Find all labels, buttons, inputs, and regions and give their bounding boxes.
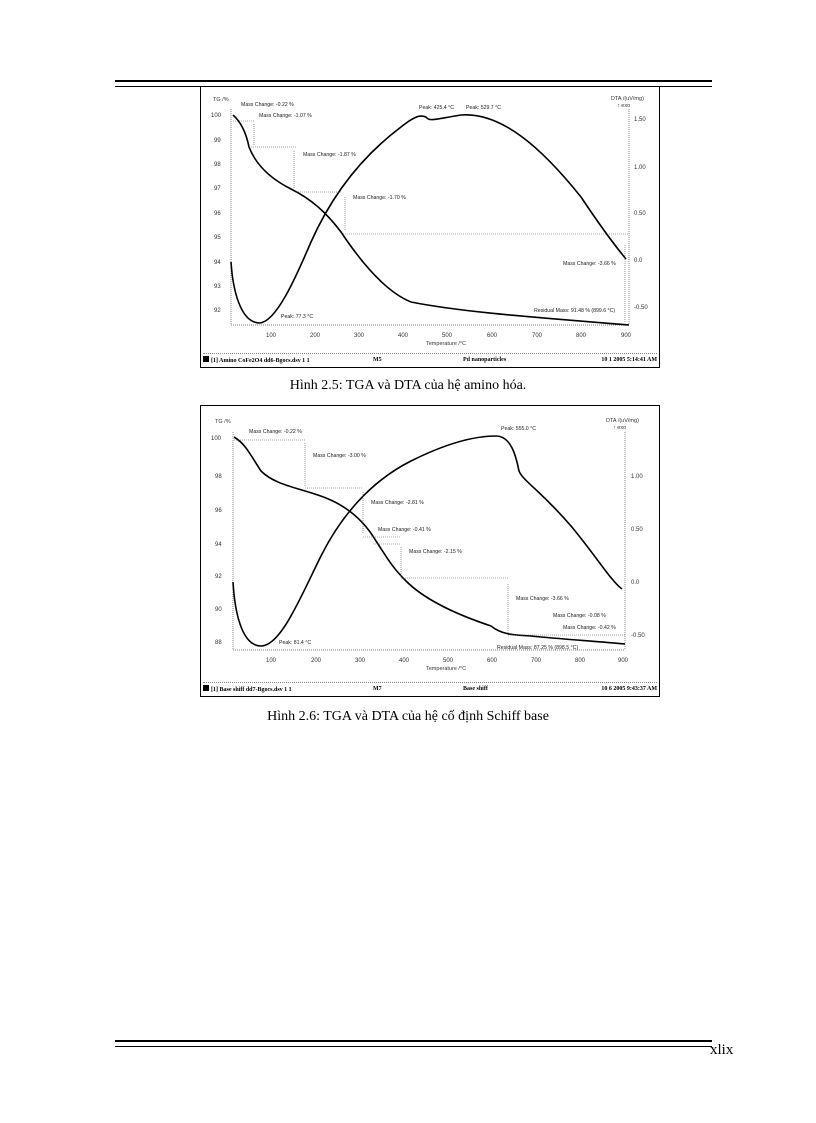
annotation-peak-2: Peak: 425.4 °C <box>419 105 454 111</box>
annotation-mass-change-3: Mass Change: -2.81 % <box>371 500 424 506</box>
figure-caption-2: Hình 2.6: TGA và DTA của hệ cố định Schi… <box>267 709 549 724</box>
svg-text:95: 95 <box>214 235 221 241</box>
svg-text:700: 700 <box>532 333 543 339</box>
svg-text:0.50: 0.50 <box>634 211 646 217</box>
svg-text:700: 700 <box>531 658 542 664</box>
statusbar-sample: Pd nanoparticles <box>463 356 507 363</box>
svg-text:100: 100 <box>211 436 222 442</box>
svg-text:96: 96 <box>215 508 222 514</box>
svg-text:100: 100 <box>211 113 222 119</box>
chart-schiff-base: 100 98 96 94 92 90 88 TG /% 1.00 0.50 0.0 -0.5… <box>211 418 645 672</box>
svg-text:99: 99 <box>214 138 221 144</box>
svg-text:96: 96 <box>214 211 221 217</box>
svg-text:300: 300 <box>355 658 366 664</box>
svg-text:100: 100 <box>266 658 277 664</box>
statusbar-file: [1] Base shiff dd7-Bgocs.dsv 1 1 <box>211 686 292 693</box>
svg-text:0.50: 0.50 <box>631 527 643 533</box>
statusbar-date: 10 1 2005 5:14:41 AM <box>601 356 657 363</box>
annotation-mass-change-5: Mass Change: -3.66 % <box>563 261 616 267</box>
svg-text:200: 200 <box>311 658 322 664</box>
svg-text:93: 93 <box>214 284 221 290</box>
statusbar-file: [1] Amino CoFe2O4 dd6-Bgocs.dsv 1 1 <box>211 357 310 364</box>
svg-text:200: 200 <box>310 333 321 339</box>
svg-text:900: 900 <box>621 333 632 339</box>
chart-amino: 100 99 98 97 96 95 94 93 92 TG /% 1.50 1.00 0.50… <box>211 96 648 347</box>
svg-text:400: 400 <box>399 658 410 664</box>
annotation-mass-change-2: Mass Change: -1.07 % <box>259 113 312 119</box>
annotation-mass-change-2: Mass Change: -3.00 % <box>313 453 366 459</box>
series-marker-icon <box>203 355 209 362</box>
annotation-mass-change-4: Mass Change: -1.70 % <box>353 195 406 201</box>
annotation-residual-mass: Residual Mass: 91.48 % (899.6 °C) <box>534 308 615 314</box>
svg-text:98: 98 <box>214 162 221 168</box>
series-marker-icon <box>203 684 209 691</box>
svg-text:88: 88 <box>215 640 222 646</box>
svg-text:800: 800 <box>576 333 587 339</box>
annotation-peak-1: Peak: 81.4 °C <box>279 640 311 646</box>
annotation-mass-change-6: Mass Change: -3.66 % <box>516 596 569 602</box>
statusbar-id: M7 <box>373 685 382 692</box>
figure-tga-dta-amino: 100 99 98 97 96 95 94 93 92 TG /% 1.50 1.00 0.50… <box>200 86 660 368</box>
svg-text:1.00: 1.00 <box>634 165 646 171</box>
x-axis-label: Temperature /°C <box>426 341 466 347</box>
right-axis-label: DTA /(uV/mg) <box>606 418 639 424</box>
statusbar-sample: Base shiff <box>463 685 488 692</box>
svg-text:92: 92 <box>214 308 221 314</box>
annotation-mass-change-7: Mass Change: -0.08 % <box>553 613 606 619</box>
statusbar: [1] Base shiff dd7-Bgocs.dsv 1 1 M7 Base… <box>203 682 657 694</box>
page-number: xlix <box>710 1042 734 1058</box>
svg-text:94: 94 <box>214 260 221 266</box>
annotation-mass-change-4: Mass Change: -0.41 % <box>378 527 431 533</box>
left-axis-label: TG /% <box>215 419 231 425</box>
svg-text:94: 94 <box>215 542 222 548</box>
svg-text:900: 900 <box>618 658 629 664</box>
svg-text:90: 90 <box>215 607 222 613</box>
svg-text:1.00: 1.00 <box>631 474 643 480</box>
svg-text:-0.50: -0.50 <box>634 305 648 311</box>
svg-text:97: 97 <box>214 186 221 192</box>
svg-text:600: 600 <box>487 658 498 664</box>
annotation-residual-mass: Residual Mass: 87.25 % (898.5 °C) <box>497 645 578 651</box>
annotation-mass-change-8: Mass Change: -0.42 % <box>563 625 616 631</box>
svg-text:500: 500 <box>443 658 454 664</box>
svg-text:600: 600 <box>487 333 498 339</box>
figure-caption-1: Hình 2.5: TGA và DTA của hệ amino hóa. <box>289 378 527 393</box>
svg-text:800: 800 <box>575 658 586 664</box>
statusbar-id: M5 <box>373 356 382 363</box>
annotation-peak-1: Peak: 77.3 °C <box>281 314 313 320</box>
figure-tga-dta-schiff-base: 100 98 96 94 92 90 88 TG /% 1.00 0.50 0.0 -0.5… <box>200 405 660 697</box>
annotation-mass-change-1: Mass Change: -0.22 % <box>249 429 302 435</box>
x-axis-label: Temperature /°C <box>426 666 466 672</box>
svg-text:400: 400 <box>398 333 409 339</box>
svg-text:↑ exo: ↑ exo <box>617 103 630 109</box>
footer-rule <box>115 1040 712 1047</box>
statusbar: [1] Amino CoFe2O4 dd6-Bgocs.dsv 1 1 M5 P… <box>203 353 657 365</box>
right-axis-label: DTA /(uV/mg) <box>611 96 644 102</box>
svg-text:300: 300 <box>354 333 365 339</box>
svg-text:500: 500 <box>442 333 453 339</box>
svg-text:1.50: 1.50 <box>634 117 646 123</box>
annotation-mass-change-3: Mass Change: -1.87 % <box>303 152 356 158</box>
svg-text:98: 98 <box>215 474 222 480</box>
svg-text:100: 100 <box>266 333 277 339</box>
annotation-peak-2: Peak: 555.0 °C <box>501 426 536 432</box>
svg-text:92: 92 <box>215 574 222 580</box>
annotation-peak-3: Peak: 529.7 °C <box>466 105 501 111</box>
svg-text:0.0: 0.0 <box>634 258 643 264</box>
svg-text:↑ exo: ↑ exo <box>613 425 626 431</box>
annotation-mass-change-5: Mass Change: -2.15 % <box>409 549 462 555</box>
svg-text:-0.50: -0.50 <box>631 633 645 639</box>
left-axis-label: TG /% <box>213 97 229 103</box>
statusbar-date: 10 6 2005 9:43:37 AM <box>601 685 657 692</box>
svg-text:0.0: 0.0 <box>631 580 640 586</box>
annotation-mass-change-1: Mass Change: -0.22 % <box>241 102 294 108</box>
